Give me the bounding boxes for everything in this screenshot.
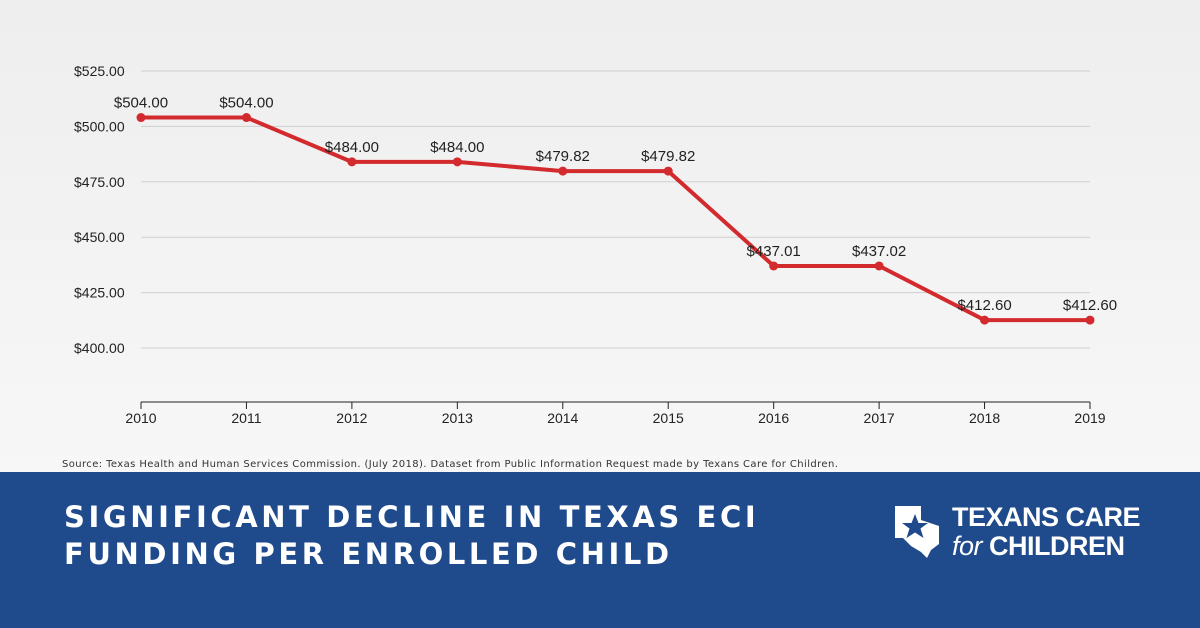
y-tick-label: $500.00 — [74, 118, 125, 134]
data-point — [241, 113, 251, 123]
data-labels: $504.00 $504.00 $484.00 $484.00 $479.82 $479.… — [114, 95, 1117, 315]
gridlines — [141, 70, 1090, 349]
data-point — [558, 166, 568, 176]
series-line — [139, 115, 1092, 323]
data-label: $484.00 — [430, 139, 484, 156]
x-tick-label: 2013 — [442, 410, 473, 426]
x-tick-label: 2012 — [336, 410, 367, 426]
x-axis: 2010 2011 2012 2013 2014 2015 2016 2017 2018 2019 — [125, 401, 1106, 426]
data-point — [1085, 315, 1095, 325]
title-banner — [0, 472, 1200, 628]
logo-text-line-1: TEXANS CARE — [952, 502, 1141, 532]
data-point — [452, 157, 462, 167]
logo-children-text: CHILDREN — [989, 531, 1125, 561]
y-tick-label: $475.00 — [74, 174, 125, 190]
data-label: $479.82 — [641, 148, 695, 165]
series-line-path — [139, 115, 1092, 323]
logo-text-line-2: for CHILDREN — [952, 531, 1125, 562]
headline-line-2: FUNDING PER ENROLLED CHILD — [64, 537, 673, 571]
y-tick-label: $450.00 — [74, 229, 125, 245]
headline-line-1: SIGNIFICANT DECLINE IN TEXAS ECI — [64, 500, 760, 534]
x-tick-label: 2010 — [125, 410, 156, 426]
source-note: Source: Texas Health and Human Services … — [62, 459, 839, 470]
data-point — [980, 315, 990, 325]
x-tick-label: 2011 — [231, 410, 261, 426]
data-label: $412.60 — [957, 297, 1011, 314]
x-tick-label: 2016 — [758, 410, 789, 426]
data-point — [769, 261, 779, 271]
data-point — [663, 166, 673, 176]
data-label: $412.60 — [1063, 297, 1117, 314]
data-point — [347, 157, 357, 167]
texas-star-logo-icon — [895, 506, 939, 558]
chart-background — [0, 0, 1200, 472]
data-label: $504.00 — [114, 95, 168, 112]
data-point — [136, 113, 146, 123]
x-tick-label: 2019 — [1074, 410, 1105, 426]
data-label: $479.82 — [536, 148, 590, 165]
data-point — [874, 261, 884, 271]
data-label: $437.02 — [852, 243, 906, 260]
y-tick-label: $525.00 — [74, 63, 125, 79]
y-tick-label: $400.00 — [74, 340, 125, 356]
logo-for-text: for — [952, 531, 983, 561]
data-label: $484.00 — [325, 139, 379, 156]
headline: SIGNIFICANT DECLINE IN TEXAS ECI FUNDING… — [64, 499, 759, 573]
y-axis: $400.00 $425.00 $450.00 $475.00 $500.00 $525.… — [74, 63, 125, 356]
line-chart: $400.00 $425.00 $450.00 $475.00 $500.00 $525.… — [74, 63, 1117, 426]
data-points — [136, 113, 1095, 325]
x-tick-label: 2017 — [864, 410, 895, 426]
x-tick-label: 2018 — [969, 410, 1000, 426]
x-tick-label: 2015 — [653, 410, 684, 426]
y-tick-label: $425.00 — [74, 285, 125, 301]
x-tick-label: 2014 — [547, 410, 578, 426]
data-label: $437.01 — [747, 243, 801, 260]
data-label: $504.00 — [219, 95, 273, 112]
